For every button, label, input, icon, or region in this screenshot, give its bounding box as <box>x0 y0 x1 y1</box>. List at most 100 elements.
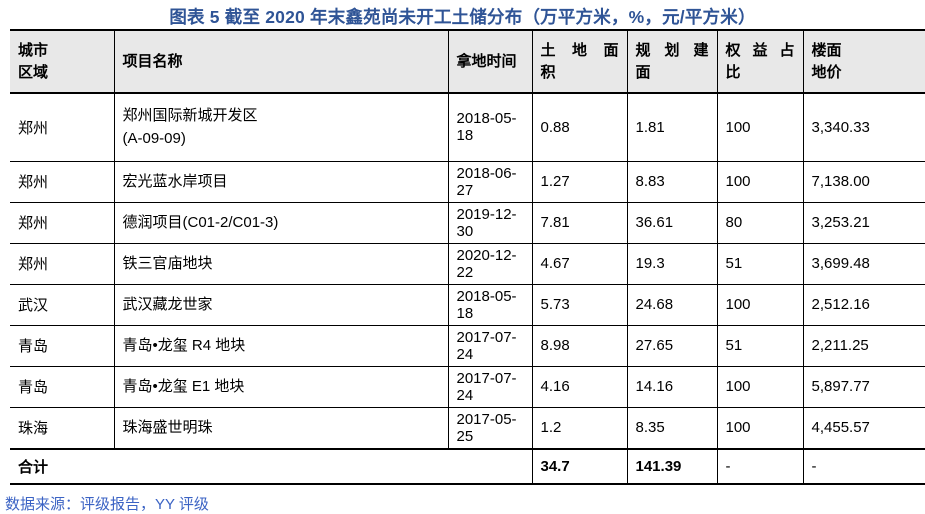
table-footer: 合计 34.7 141.39 - - <box>10 448 925 484</box>
cell-floor-price: 7,138.00 <box>811 173 870 190</box>
cell-city: 青岛 <box>10 325 115 366</box>
cell-floor-price: 4,455.57 <box>811 419 870 436</box>
cell-city: 郑州 <box>10 93 115 161</box>
cell-date: 2017-07-24 <box>448 366 533 407</box>
cell-equity: 51 <box>717 325 804 366</box>
table-header: 城市 区域 项目名称 拿地时间 土地面 积 规划建 面 权益 <box>10 30 925 94</box>
cell-date: 2020-12-22 <box>448 243 533 284</box>
total-label-cell: 合计 <box>10 448 533 484</box>
cell-project-line1: 德润项目(C01-2/C01-3) <box>122 214 279 231</box>
cell-planned-gfa: 36.61 <box>627 202 718 243</box>
cell-land-area: 5.73 <box>532 284 628 325</box>
cell-equity: 80 <box>717 202 804 243</box>
cell-planned-gfa: 19.3 <box>627 243 718 284</box>
cell-project: 青岛•龙玺 R4 地块 <box>114 325 449 366</box>
header-cell-planned-gfa: 规划建 面 <box>627 30 718 94</box>
cell-project-line1: 郑州国际新城开发区 <box>122 107 258 125</box>
header-equity-line1: 权益占 <box>725 41 795 59</box>
header-planned-gfa-line2: 面 <box>635 63 651 81</box>
cell-city: 青岛 <box>10 366 115 407</box>
cell-project: 郑州国际新城开发区 (A-09-09) <box>114 93 449 161</box>
header-floor-price-line2: 地价 <box>811 63 842 81</box>
cell-city: 珠海 <box>10 407 115 449</box>
header-cell-floor-price: 楼面 地价 <box>803 30 925 94</box>
cell-city: 武汉 <box>10 284 115 325</box>
header-city-line1: 城市 <box>18 41 49 59</box>
header-equity-line2: 比 <box>725 63 741 81</box>
table-body: 郑州 郑州国际新城开发区 (A-09-09) 2018-05-18 0.88 1… <box>10 93 925 449</box>
total-floor-price-cell: - <box>811 457 817 475</box>
table-row: 武汉 武汉藏龙世家 2018-05-18 5.73 24.68 100 2,51… <box>10 284 925 325</box>
cell-project-line1: 青岛•龙玺 R4 地块 <box>122 337 246 354</box>
header-project-label: 项目名称 <box>122 52 183 70</box>
cell-equity: 100 <box>717 407 804 449</box>
cell-city: 郑州 <box>10 202 115 243</box>
page-title: 图表 5 截至 2020 年末鑫苑尚未开工土储分布（万平方米，%，元/平方米） <box>169 7 756 27</box>
header-floor-price-line1: 楼面 <box>811 41 842 59</box>
cell-equity: 51 <box>717 243 804 284</box>
cell-date: 2018-06-27 <box>448 161 533 202</box>
table-row: 郑州 宏光蓝水岸项目 2018-06-27 1.27 8.83 100 7,13… <box>10 161 925 202</box>
cell-floor-price: 2,211.25 <box>811 337 869 354</box>
cell-date: 2017-07-24 <box>448 325 533 366</box>
cell-city: 郑州 <box>10 243 115 284</box>
cell-land-area: 1.2 <box>532 407 628 449</box>
header-planned-gfa-line1: 规划建 <box>635 41 709 59</box>
cell-floor-price: 3,253.21 <box>811 214 870 231</box>
table-row: 郑州 郑州国际新城开发区 (A-09-09) 2018-05-18 0.88 1… <box>10 93 925 161</box>
total-planned-gfa-cell: 141.39 <box>627 448 718 484</box>
header-land-area-line2: 积 <box>540 63 556 81</box>
header-cell-land-area: 土地面 积 <box>532 30 628 94</box>
cell-planned-gfa: 8.35 <box>627 407 718 449</box>
cell-project-line1: 武汉藏龙世家 <box>122 296 213 313</box>
header-cell-date: 拿地时间 <box>448 30 533 94</box>
cell-project: 德润项目(C01-2/C01-3) <box>114 202 449 243</box>
cell-equity: 100 <box>717 366 804 407</box>
header-cell-equity: 权益占 比 <box>717 30 804 94</box>
cell-project: 珠海盛世明珠 <box>114 407 449 449</box>
cell-date: 2018-05-18 <box>448 93 533 161</box>
table-row: 郑州 德润项目(C01-2/C01-3) 2019-12-30 7.81 36.… <box>10 202 925 243</box>
header-land-area-line1: 土地面 <box>540 41 619 59</box>
cell-project-line1: 青岛•龙玺 E1 地块 <box>122 378 245 395</box>
cell-project-line2: (A-09-09) <box>122 130 186 148</box>
total-land-area-cell: 34.7 <box>532 448 628 484</box>
cell-project: 武汉藏龙世家 <box>114 284 449 325</box>
cell-land-area: 1.27 <box>532 161 628 202</box>
cell-city: 郑州 <box>10 161 115 202</box>
cell-planned-gfa: 27.65 <box>627 325 718 366</box>
table-row: 青岛 青岛•龙玺 E1 地块 2017-07-24 4.16 14.16 100… <box>10 366 925 407</box>
table-row: 郑州 铁三官庙地块 2020-12-22 4.67 19.3 51 3,699.… <box>10 243 925 284</box>
land-bank-table: 城市 区域 项目名称 拿地时间 土地面 积 规划建 面 权益 <box>10 29 925 485</box>
cell-project: 铁三官庙地块 <box>114 243 449 284</box>
cell-land-area: 8.98 <box>532 325 628 366</box>
cell-land-area: 7.81 <box>532 202 628 243</box>
cell-project: 青岛•龙玺 E1 地块 <box>114 366 449 407</box>
cell-equity: 100 <box>717 284 804 325</box>
cell-planned-gfa: 24.68 <box>627 284 718 325</box>
header-city-line2: 区域 <box>18 63 49 81</box>
table-row: 珠海 珠海盛世明珠 2017-05-25 1.2 8.35 100 4,455.… <box>10 407 925 449</box>
total-equity-cell: - <box>717 448 804 484</box>
header-cell-city: 城市 区域 <box>10 30 115 94</box>
total-row: 合计 34.7 141.39 - - <box>10 448 925 484</box>
data-source-note: 数据来源：评级报告，YY 评级 <box>5 495 209 513</box>
report-page: 图表 5 截至 2020 年末鑫苑尚未开工土储分布（万平方米，%，元/平方米） … <box>5 7 925 513</box>
cell-planned-gfa: 8.83 <box>627 161 718 202</box>
cell-land-area: 4.67 <box>532 243 628 284</box>
cell-floor-price: 2,512.16 <box>811 296 870 313</box>
cell-project-line1: 宏光蓝水岸项目 <box>122 173 228 190</box>
cell-project-line1: 珠海盛世明珠 <box>122 419 213 436</box>
cell-project-line1: 铁三官庙地块 <box>122 255 213 272</box>
cell-planned-gfa: 14.16 <box>627 366 718 407</box>
cell-planned-gfa: 1.81 <box>627 93 718 161</box>
cell-date: 2017-05-25 <box>448 407 533 449</box>
cell-project: 宏光蓝水岸项目 <box>114 161 449 202</box>
cell-land-area: 4.16 <box>532 366 628 407</box>
header-date-label: 拿地时间 <box>456 52 517 70</box>
cell-land-area: 0.88 <box>532 93 628 161</box>
cell-date: 2018-05-18 <box>448 284 533 325</box>
table-header-row: 城市 区域 项目名称 拿地时间 土地面 积 规划建 面 权益 <box>10 30 925 94</box>
cell-floor-price: 3,699.48 <box>811 255 870 272</box>
cell-floor-price: 3,340.33 <box>811 118 870 136</box>
